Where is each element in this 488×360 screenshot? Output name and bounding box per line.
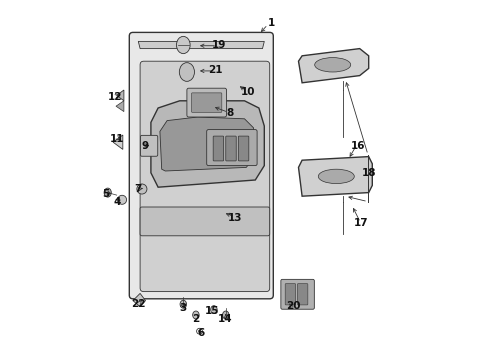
Polygon shape (113, 135, 122, 149)
FancyBboxPatch shape (186, 88, 226, 117)
Text: 5: 5 (102, 189, 109, 199)
Ellipse shape (117, 195, 126, 204)
Text: 13: 13 (228, 213, 242, 223)
Text: 10: 10 (241, 87, 255, 97)
Text: 18: 18 (361, 168, 375, 178)
FancyBboxPatch shape (140, 135, 158, 156)
Ellipse shape (179, 63, 194, 81)
Text: 1: 1 (267, 18, 275, 28)
Ellipse shape (210, 306, 217, 314)
FancyBboxPatch shape (129, 32, 273, 299)
FancyBboxPatch shape (206, 130, 257, 166)
Text: 8: 8 (226, 108, 233, 118)
Text: 21: 21 (208, 65, 223, 75)
Polygon shape (160, 117, 254, 171)
Text: 2: 2 (192, 314, 199, 324)
Ellipse shape (318, 169, 354, 184)
Text: 17: 17 (353, 218, 368, 228)
Polygon shape (117, 90, 123, 101)
FancyBboxPatch shape (285, 284, 295, 305)
FancyBboxPatch shape (191, 93, 222, 112)
FancyBboxPatch shape (238, 136, 248, 161)
Polygon shape (298, 49, 368, 83)
Ellipse shape (198, 330, 200, 332)
Text: 14: 14 (217, 314, 231, 324)
Ellipse shape (176, 36, 190, 54)
Text: 19: 19 (212, 40, 226, 50)
Text: 15: 15 (204, 306, 219, 316)
Polygon shape (116, 101, 123, 112)
Ellipse shape (222, 311, 228, 319)
FancyBboxPatch shape (225, 136, 236, 161)
Text: 16: 16 (350, 141, 365, 151)
Text: 12: 12 (107, 92, 122, 102)
Ellipse shape (137, 184, 146, 194)
Polygon shape (151, 101, 264, 187)
FancyBboxPatch shape (140, 207, 269, 236)
Text: 6: 6 (197, 328, 204, 338)
Polygon shape (133, 293, 145, 307)
Text: 22: 22 (131, 299, 145, 309)
Ellipse shape (104, 188, 111, 197)
FancyBboxPatch shape (297, 284, 307, 305)
Text: 9: 9 (142, 141, 149, 151)
Text: 3: 3 (179, 303, 186, 313)
Ellipse shape (314, 58, 350, 72)
FancyBboxPatch shape (280, 279, 314, 309)
Ellipse shape (180, 300, 186, 308)
Polygon shape (138, 41, 264, 49)
Text: 20: 20 (285, 301, 300, 311)
Polygon shape (298, 157, 371, 196)
Text: 4: 4 (113, 197, 120, 207)
Text: 11: 11 (109, 134, 123, 144)
FancyBboxPatch shape (213, 136, 223, 161)
Text: 7: 7 (134, 184, 142, 194)
FancyBboxPatch shape (140, 61, 269, 292)
Ellipse shape (192, 311, 199, 319)
